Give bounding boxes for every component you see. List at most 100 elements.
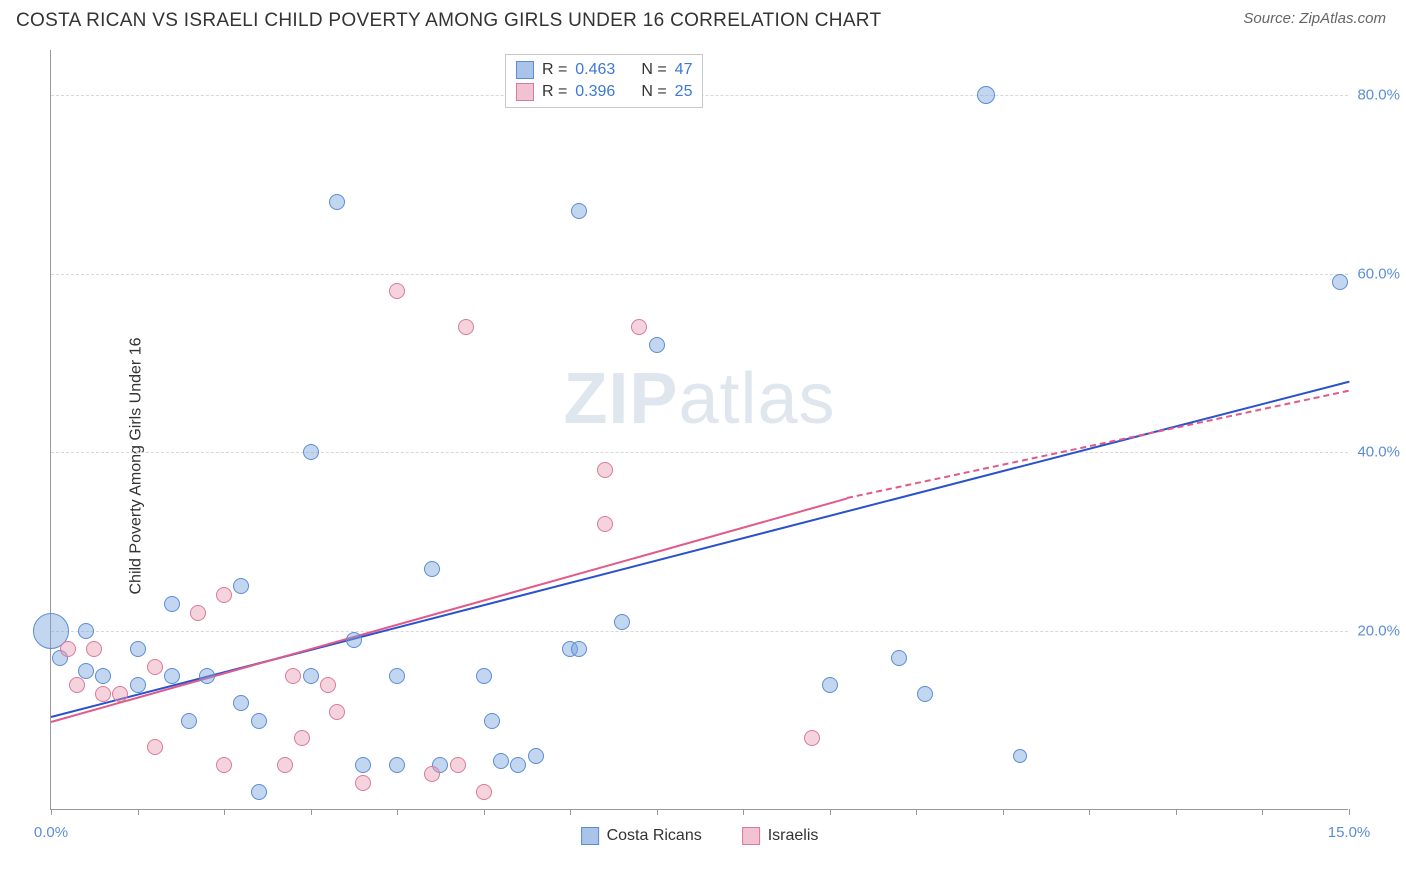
- x-tick: [138, 809, 139, 815]
- x-tick: [311, 809, 312, 815]
- x-tick: [657, 809, 658, 815]
- y-tick-label: 60.0%: [1357, 265, 1400, 282]
- data-point-israelis: [86, 641, 102, 657]
- r-value: 0.463: [575, 61, 615, 79]
- data-point-costa_ricans: [251, 784, 267, 800]
- data-point-costa_ricans: [164, 668, 180, 684]
- n-value: 47: [675, 61, 693, 79]
- data-point-israelis: [631, 319, 647, 335]
- data-point-israelis: [95, 686, 111, 702]
- data-point-costa_ricans: [251, 713, 267, 729]
- gridline-h: [51, 274, 1348, 275]
- legend-swatch: [516, 61, 534, 79]
- n-label: N =: [641, 61, 666, 79]
- legend-label: Israelis: [768, 827, 819, 845]
- trend-line: [847, 390, 1349, 499]
- data-point-costa_ricans: [199, 668, 215, 684]
- stats-row-israelis: R = 0.396 N = 25: [516, 81, 693, 103]
- data-point-costa_ricans: [346, 632, 362, 648]
- r-label: R =: [542, 61, 567, 79]
- x-tick: [743, 809, 744, 815]
- data-point-costa_ricans: [78, 623, 94, 639]
- data-point-israelis: [147, 739, 163, 755]
- data-point-costa_ricans: [484, 713, 500, 729]
- legend-swatch: [516, 83, 534, 101]
- data-point-israelis: [69, 677, 85, 693]
- data-point-israelis: [112, 686, 128, 702]
- r-label: R =: [542, 83, 567, 101]
- chart-title: COSTA RICAN VS ISRAELI CHILD POVERTY AMO…: [16, 10, 881, 32]
- y-tick-label: 20.0%: [1357, 623, 1400, 640]
- data-point-costa_ricans: [822, 677, 838, 693]
- data-point-israelis: [476, 784, 492, 800]
- x-tick-label: 0.0%: [34, 824, 68, 841]
- data-point-israelis: [285, 668, 301, 684]
- data-point-costa_ricans: [571, 203, 587, 219]
- data-point-costa_ricans: [510, 757, 526, 773]
- data-point-costa_ricans: [891, 650, 907, 666]
- correlation-stats-legend: R = 0.463 N = 47 R = 0.396 N = 25: [505, 54, 704, 108]
- data-point-costa_ricans: [476, 668, 492, 684]
- legend-item-israelis: Israelis: [742, 827, 819, 845]
- data-point-costa_ricans: [181, 713, 197, 729]
- y-tick-label: 40.0%: [1357, 444, 1400, 461]
- data-point-israelis: [147, 659, 163, 675]
- chart-container: Child Poverty Among Girls Under 16 ZIPat…: [0, 40, 1406, 892]
- data-point-costa_ricans: [164, 596, 180, 612]
- data-point-costa_ricans: [649, 337, 665, 353]
- data-point-costa_ricans: [233, 695, 249, 711]
- data-point-costa_ricans: [130, 641, 146, 657]
- data-point-costa_ricans: [528, 748, 544, 764]
- x-tick: [830, 809, 831, 815]
- data-point-israelis: [190, 605, 206, 621]
- x-tick: [51, 809, 52, 815]
- data-point-costa_ricans: [233, 578, 249, 594]
- legend-item-costa_ricans: Costa Ricans: [581, 827, 702, 845]
- data-point-costa_ricans: [1013, 749, 1027, 763]
- data-point-costa_ricans: [571, 641, 587, 657]
- data-point-costa_ricans: [95, 668, 111, 684]
- data-point-israelis: [294, 730, 310, 746]
- series-legend: Costa Ricans Israelis: [581, 827, 819, 845]
- data-point-israelis: [597, 462, 613, 478]
- legend-swatch: [581, 827, 599, 845]
- x-tick: [916, 809, 917, 815]
- x-tick: [1089, 809, 1090, 815]
- data-point-costa_ricans: [303, 668, 319, 684]
- r-value: 0.396: [575, 83, 615, 101]
- data-point-costa_ricans: [1332, 274, 1348, 290]
- legend-label: Costa Ricans: [607, 827, 702, 845]
- data-point-costa_ricans: [389, 668, 405, 684]
- data-point-costa_ricans: [130, 677, 146, 693]
- x-tick: [397, 809, 398, 815]
- gridline-h: [51, 452, 1348, 453]
- data-point-israelis: [277, 757, 293, 773]
- x-tick-label: 15.0%: [1328, 824, 1371, 841]
- data-point-costa_ricans: [424, 561, 440, 577]
- source-attribution: Source: ZipAtlas.com: [1243, 10, 1386, 27]
- data-point-israelis: [389, 283, 405, 299]
- data-point-israelis: [320, 677, 336, 693]
- data-point-costa_ricans: [614, 614, 630, 630]
- data-point-israelis: [424, 766, 440, 782]
- x-tick: [1003, 809, 1004, 815]
- watermark-atlas: atlas: [678, 359, 835, 439]
- data-point-israelis: [458, 319, 474, 335]
- data-point-israelis: [355, 775, 371, 791]
- x-tick: [224, 809, 225, 815]
- gridline-h: [51, 631, 1348, 632]
- legend-swatch: [742, 827, 760, 845]
- watermark: ZIPatlas: [563, 358, 835, 440]
- n-value: 25: [675, 83, 693, 101]
- data-point-israelis: [597, 516, 613, 532]
- scatter-plot: ZIPatlas 20.0%40.0%60.0%80.0%0.0%15.0%R …: [50, 50, 1348, 810]
- data-point-israelis: [450, 757, 466, 773]
- watermark-zip: ZIP: [563, 359, 678, 439]
- stats-row-costa_ricans: R = 0.463 N = 47: [516, 59, 693, 81]
- x-tick: [484, 809, 485, 815]
- n-label: N =: [641, 83, 666, 101]
- data-point-costa_ricans: [303, 444, 319, 460]
- data-point-costa_ricans: [355, 757, 371, 773]
- x-tick: [1262, 809, 1263, 815]
- source-name: ZipAtlas.com: [1299, 10, 1386, 27]
